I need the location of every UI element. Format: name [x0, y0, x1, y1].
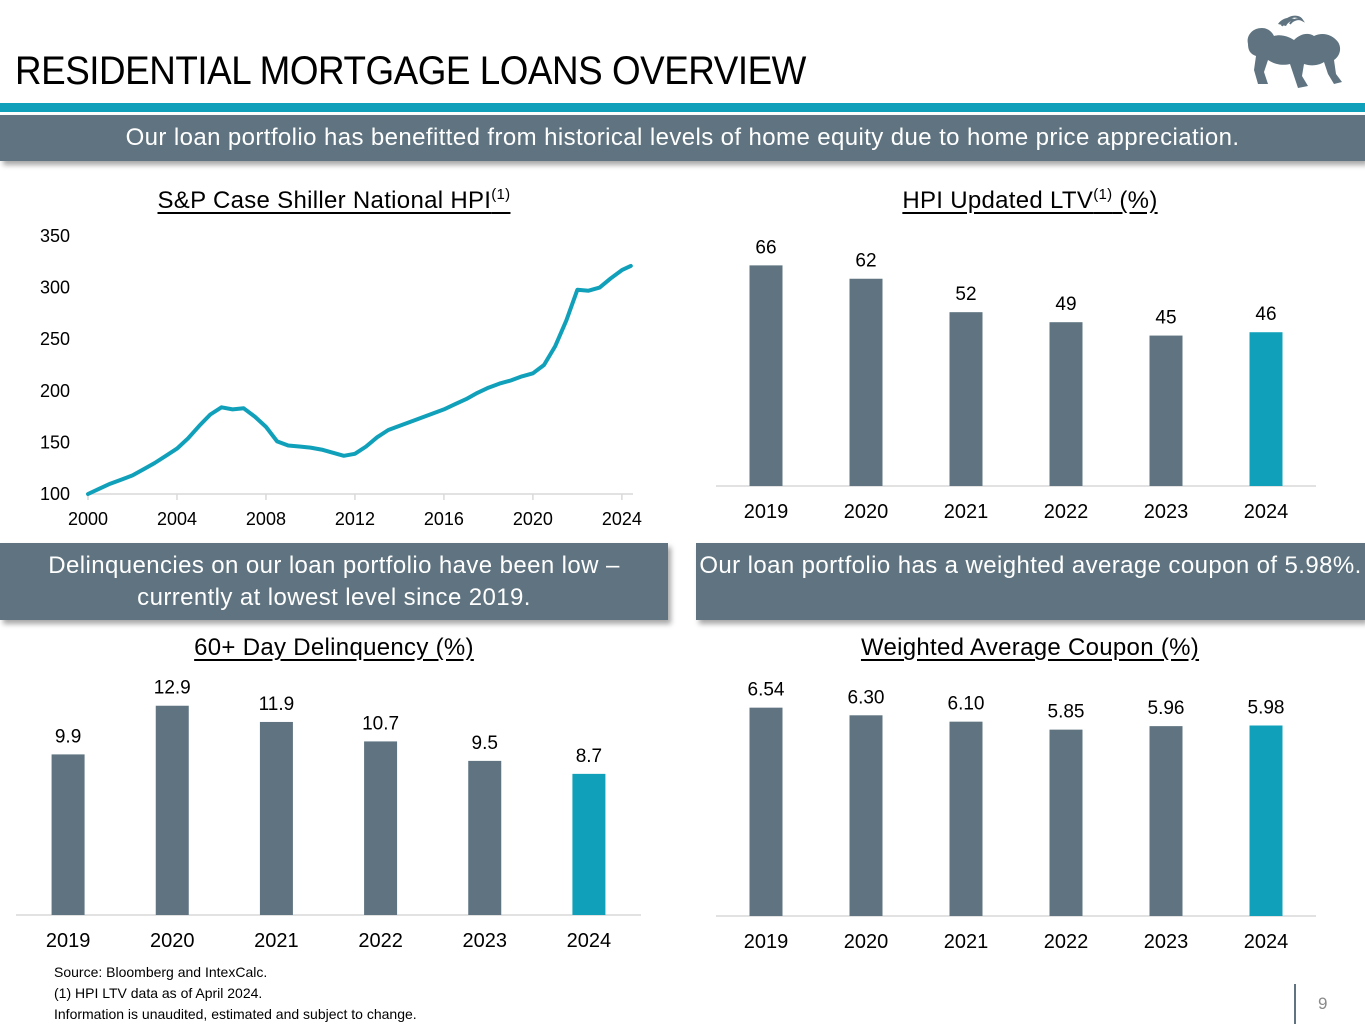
ltv-bar-chart: 66 2019 62 2020 52 2021 49 2022 45 2023 46 2024 [716, 237, 1316, 523]
bar-2023 [1149, 335, 1183, 486]
data-label: 5.85 [1048, 702, 1085, 723]
data-label: 8.7 [576, 746, 602, 767]
x-tick-label: 2020 [150, 930, 195, 952]
x-tick-label: 2022 [1044, 931, 1089, 953]
data-label: 6.10 [948, 694, 985, 715]
page-number: 9 [1318, 994, 1328, 1013]
footnote-disclaimer: Information is unaudited, estimated and … [54, 1006, 417, 1022]
data-label: 9.9 [55, 726, 81, 747]
bar-2023 [468, 760, 502, 915]
ltv-chart-title: HPI Updated LTV(1) (%) [902, 186, 1158, 214]
y-tick-label: 200 [40, 381, 70, 401]
x-tick-label: 2019 [744, 501, 789, 523]
x-tick-label: 2019 [744, 931, 789, 953]
x-tick-label: 2023 [1144, 501, 1189, 523]
x-tick-label: 2021 [254, 930, 299, 952]
x-tick-label: 2016 [424, 509, 464, 529]
bar-2021 [949, 721, 983, 916]
bar-2020 [155, 705, 189, 915]
footnote-ltv: (1) HPI LTV data as of April 2024. [54, 985, 263, 1001]
bar-2021 [259, 721, 293, 915]
data-label: 12.9 [154, 678, 191, 699]
bar-2024 [1249, 332, 1283, 486]
delinquency-bar-chart: 9.9 2019 12.9 2020 11.9 2021 10.7 2022 9.5 2023 8.… [16, 678, 641, 952]
hpi-chart-title: S&P Case Shiller National HPI(1) [157, 186, 511, 214]
bar-2022 [1049, 729, 1083, 916]
data-label: 52 [955, 284, 976, 305]
data-label: 66 [755, 237, 776, 258]
delinquency-banner: Delinquencies on our loan portfolio have… [0, 543, 668, 620]
y-tick-label: 100 [40, 484, 70, 504]
bar-2022 [1049, 322, 1083, 486]
x-tick-label: 2020 [844, 501, 889, 523]
bar-2019 [51, 754, 85, 915]
data-label: 5.96 [1148, 698, 1185, 719]
x-tick-label: 2022 [1044, 501, 1089, 523]
x-tick-label: 2000 [68, 509, 108, 529]
bar-2024 [572, 773, 606, 915]
x-tick-label: 2021 [944, 931, 989, 953]
x-tick-label: 2021 [944, 501, 989, 523]
bar-2024 [1249, 725, 1283, 916]
coupon-chart-title: Weighted Average Coupon (%) [860, 634, 1200, 661]
x-tick-label: 2024 [567, 930, 612, 952]
x-tick-label: 2023 [463, 930, 508, 952]
page-title: RESIDENTIAL MORTGAGE LOANS OVERVIEW [15, 49, 806, 93]
y-tick-label: 300 [40, 278, 70, 298]
x-tick-label: 2024 [1244, 501, 1289, 523]
delinquency-chart-title: 60+ Day Delinquency (%) [194, 634, 474, 661]
data-label: 10.7 [362, 713, 399, 734]
page-number-rule [1294, 984, 1296, 1024]
hpi-series-line [86, 263, 633, 496]
bar-2020 [849, 715, 883, 916]
x-tick-label: 2004 [157, 509, 197, 529]
coupon-banner: Our loan portfolio has a weighted averag… [696, 543, 1365, 620]
footnotes: Source: Bloomberg and IntexCalc. (1) HPI… [54, 962, 417, 1025]
bar-2019 [749, 265, 783, 486]
data-label: 5.98 [1248, 697, 1285, 718]
bar-2023 [1149, 726, 1183, 916]
x-tick-label: 2024 [602, 509, 642, 529]
y-tick-label: 250 [40, 329, 70, 349]
data-label: 9.5 [472, 733, 498, 754]
x-tick-label: 2022 [358, 930, 403, 952]
header-rule [0, 103, 1365, 112]
bar-2021 [949, 312, 983, 486]
bar-2020 [849, 278, 883, 486]
data-label: 45 [1155, 308, 1176, 329]
x-tick-label: 2024 [1244, 931, 1289, 953]
x-tick-label: 2012 [335, 509, 375, 529]
bar-2019 [749, 707, 783, 916]
y-tick-label: 150 [40, 432, 70, 452]
y-tick-label: 350 [40, 226, 70, 246]
data-label: 62 [855, 251, 876, 272]
x-tick-label: 2020 [844, 931, 889, 953]
data-label: 49 [1055, 294, 1076, 315]
coupon-bar-chart: 6.54 2019 6.30 2020 6.10 2021 5.85 2022 5.96 2023… [716, 680, 1316, 953]
lion-icon [1238, 14, 1348, 94]
data-label: 6.54 [748, 680, 785, 701]
summary-banner: Our loan portfolio has benefitted from h… [0, 115, 1365, 161]
footnote-source: Source: Bloomberg and IntexCalc. [54, 964, 268, 980]
data-label: 46 [1255, 304, 1276, 325]
x-tick-label: 2023 [1144, 931, 1189, 953]
hpi-line-chart: 350 300 250 200 150 100 2000 2004 2008 2012 2016 20… [40, 226, 642, 529]
x-tick-label: 2008 [246, 509, 286, 529]
x-tick-label: 2019 [46, 930, 91, 952]
bar-2022 [364, 741, 398, 915]
x-tick-label: 2020 [513, 509, 553, 529]
data-label: 6.30 [848, 687, 885, 708]
data-label: 11.9 [259, 694, 295, 715]
